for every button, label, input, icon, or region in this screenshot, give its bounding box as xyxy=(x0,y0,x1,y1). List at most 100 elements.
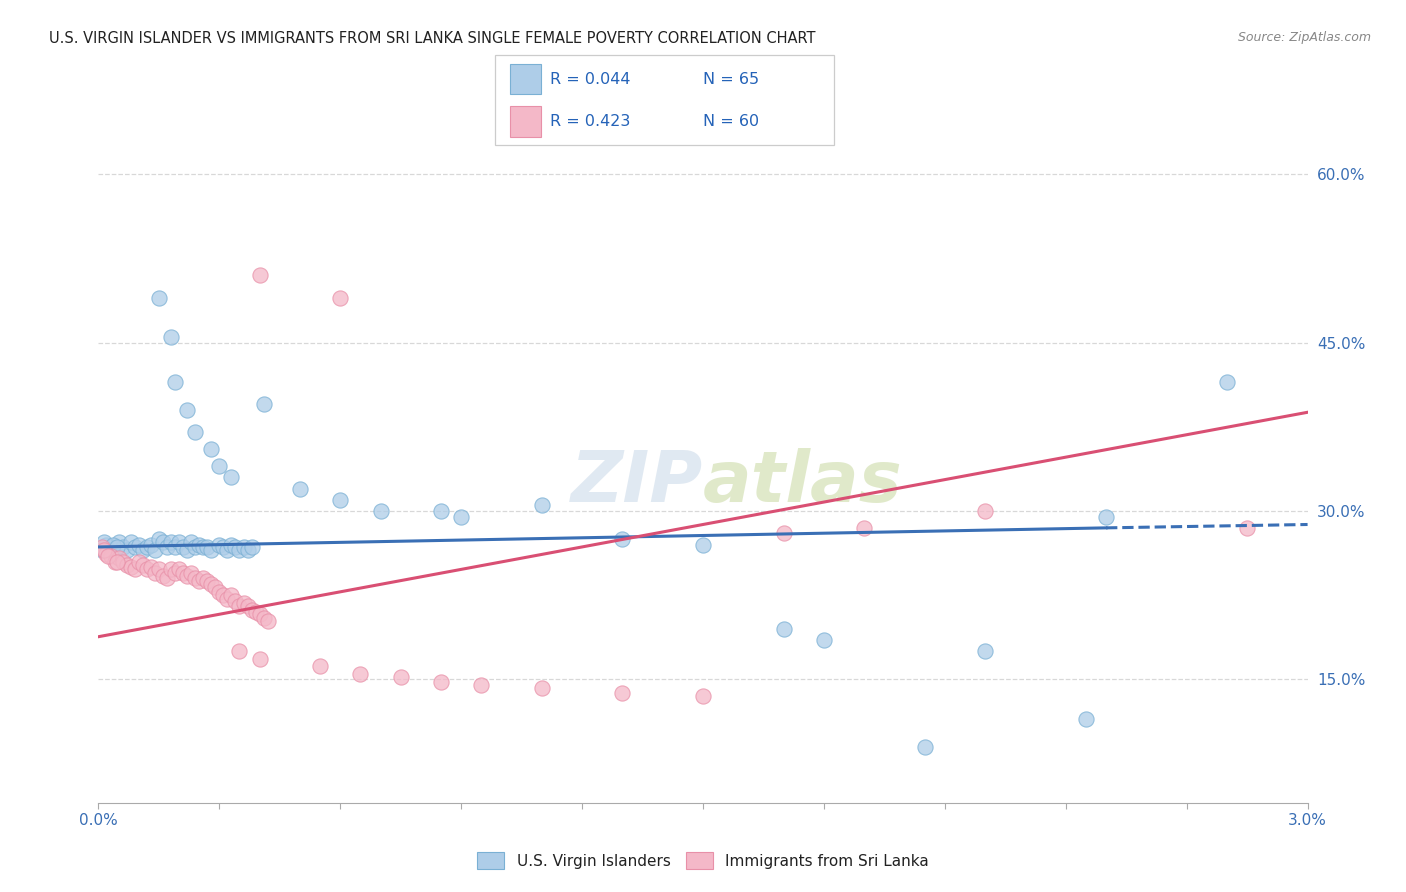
Point xyxy=(212,588,235,602)
Point xyxy=(208,584,231,599)
Point xyxy=(193,571,215,585)
Point xyxy=(156,540,179,554)
Point xyxy=(692,689,714,703)
Point xyxy=(132,558,155,572)
Point xyxy=(167,535,190,549)
Point xyxy=(101,538,124,552)
Point xyxy=(172,566,194,580)
Point xyxy=(96,538,118,552)
Point xyxy=(772,622,794,636)
Text: R = 0.423: R = 0.423 xyxy=(550,114,630,129)
Point xyxy=(221,538,243,552)
Point xyxy=(124,540,146,554)
Point xyxy=(288,482,311,496)
Point xyxy=(245,605,267,619)
Point xyxy=(309,659,332,673)
Point xyxy=(208,459,231,474)
Text: Source: ZipAtlas.com: Source: ZipAtlas.com xyxy=(1237,31,1371,45)
Point xyxy=(160,535,183,549)
Point xyxy=(124,562,146,576)
Point xyxy=(176,403,198,417)
Text: N = 60: N = 60 xyxy=(703,114,759,129)
Point xyxy=(530,499,553,513)
Point xyxy=(329,492,352,507)
Point xyxy=(107,551,129,566)
Point xyxy=(772,526,794,541)
Point xyxy=(163,375,186,389)
Point xyxy=(228,599,250,614)
Point xyxy=(93,535,115,549)
Text: atlas: atlas xyxy=(703,449,903,517)
Point xyxy=(221,470,243,484)
Point xyxy=(228,543,250,558)
Point xyxy=(204,580,226,594)
Point xyxy=(152,569,174,583)
Point xyxy=(249,268,271,283)
Point xyxy=(103,555,125,569)
Point xyxy=(470,678,492,692)
Point xyxy=(128,555,150,569)
Legend: U.S. Virgin Islanders, Immigrants from Sri Lanka: U.S. Virgin Islanders, Immigrants from S… xyxy=(471,847,935,875)
Point xyxy=(163,540,186,554)
Point xyxy=(253,610,276,624)
Point xyxy=(97,543,120,558)
Point xyxy=(184,425,207,440)
Point xyxy=(217,591,239,606)
Text: R = 0.044: R = 0.044 xyxy=(550,71,630,87)
Point xyxy=(139,560,162,574)
Point xyxy=(228,644,250,658)
Point xyxy=(143,543,166,558)
Point xyxy=(184,571,207,585)
Point xyxy=(224,594,246,608)
Point xyxy=(135,562,157,576)
Point xyxy=(200,442,222,457)
Point xyxy=(612,532,634,546)
Point xyxy=(128,538,150,552)
Point xyxy=(853,521,876,535)
Point xyxy=(914,739,936,754)
Point xyxy=(240,603,263,617)
Point xyxy=(195,540,218,554)
Point xyxy=(430,674,453,689)
Point xyxy=(430,504,453,518)
Point xyxy=(188,574,211,588)
Point xyxy=(100,549,122,563)
Point xyxy=(176,543,198,558)
Point xyxy=(148,562,170,576)
Point xyxy=(156,571,179,585)
Point xyxy=(91,543,114,558)
Point xyxy=(236,599,259,614)
Point xyxy=(253,397,276,411)
Point xyxy=(1095,509,1118,524)
Point xyxy=(132,543,155,558)
Point xyxy=(200,543,222,558)
Text: ZIP: ZIP xyxy=(571,449,703,517)
Point xyxy=(120,535,142,549)
Point xyxy=(349,666,371,681)
Point xyxy=(240,540,263,554)
Point xyxy=(148,291,170,305)
Point xyxy=(212,540,235,554)
Point xyxy=(692,538,714,552)
Point xyxy=(389,670,412,684)
Point xyxy=(180,566,202,580)
Point xyxy=(115,558,138,572)
Point xyxy=(160,330,183,344)
Point xyxy=(91,540,114,554)
Point xyxy=(974,504,997,518)
Point xyxy=(96,547,118,561)
Point xyxy=(105,555,128,569)
Point xyxy=(172,540,194,554)
Point xyxy=(612,686,634,700)
Point xyxy=(530,681,553,696)
Point xyxy=(232,540,254,554)
Point xyxy=(111,555,134,569)
Point xyxy=(200,577,222,591)
Point xyxy=(176,569,198,583)
Point xyxy=(370,504,392,518)
Point xyxy=(148,532,170,546)
Point xyxy=(163,566,186,580)
Text: N = 65: N = 65 xyxy=(703,71,759,87)
Point xyxy=(1236,521,1258,535)
Point xyxy=(232,596,254,610)
